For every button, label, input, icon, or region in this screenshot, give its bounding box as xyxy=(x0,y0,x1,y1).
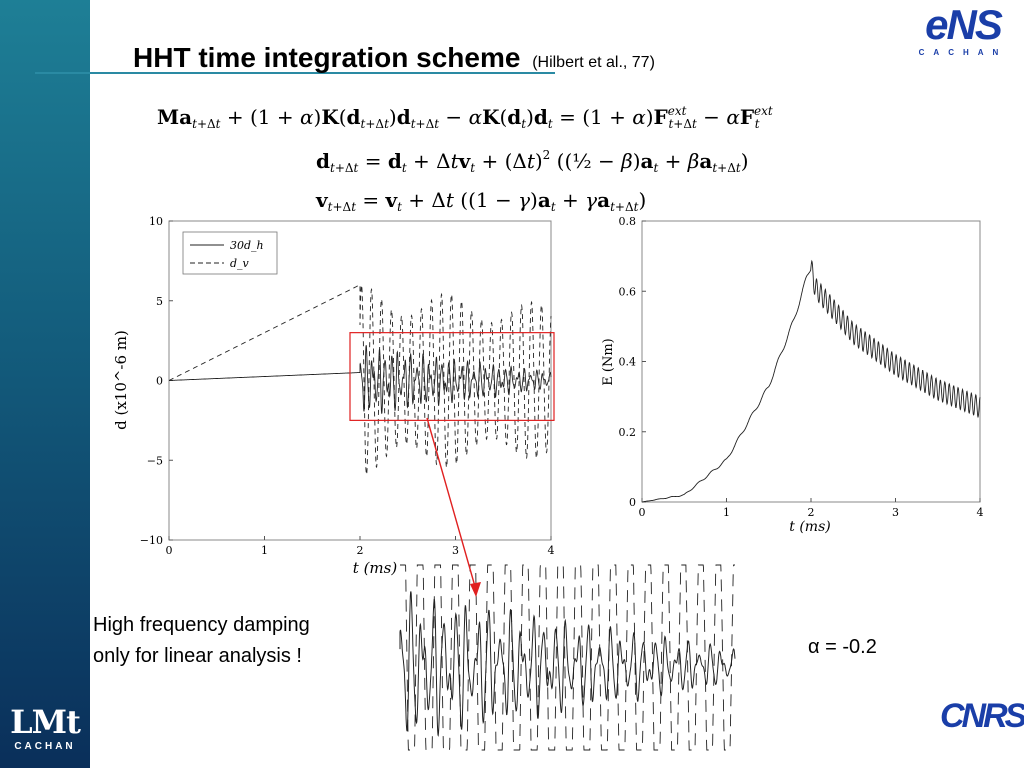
legend-dv-label: d_v xyxy=(230,257,250,270)
title-underline xyxy=(35,72,555,74)
equation-displacement: dt+Δt = dt + Δtvt + (Δt)2 ((½ − β)at + β… xyxy=(316,148,749,175)
displacement-xtick-label: 0 xyxy=(166,544,173,557)
inset-30dh-line xyxy=(399,591,736,737)
energy-xtick-label: 1 xyxy=(723,506,730,519)
displacement-ytick-label: −5 xyxy=(147,454,163,467)
lmt-cachan-logo: LMt CACHAN xyxy=(8,705,82,752)
equation-velocity: vt+Δt = vt + Δt ((1 − γ)at + γat+Δt) xyxy=(316,188,647,214)
displacement-ytick-label: 0 xyxy=(156,375,163,388)
energy-ticks: 0 1 2 3 4 0.8 0.6 0.4 0.2 0 xyxy=(619,215,984,519)
cnrs-logo-mark: CNRS xyxy=(940,697,1024,735)
energy-ytick-label: 0.6 xyxy=(619,285,637,298)
title-reference: (Hilbert et al., 77) xyxy=(532,54,655,71)
energy-xtick-label: 3 xyxy=(892,506,899,519)
title-text: HHT time integration scheme xyxy=(133,42,521,73)
energy-xtick-label: 0 xyxy=(639,506,646,519)
damping-note: High frequency damping only for linear a… xyxy=(93,610,310,672)
alpha-value: α = -0.2 xyxy=(808,636,877,658)
zoom-arrow-head xyxy=(470,582,481,597)
ens-logo-sub: CACHAN xyxy=(918,48,1008,57)
lmt-logo-sub: CACHAN xyxy=(14,741,76,752)
displacement-ytick-label: 10 xyxy=(149,215,163,228)
displacement-legend-box xyxy=(182,231,278,275)
displacement-xlabel: t (ms) xyxy=(353,559,398,577)
sidebar-band: LMt CACHAN xyxy=(0,0,90,768)
series-dv-line xyxy=(168,283,552,476)
displacement-xtick-label: 1 xyxy=(261,544,268,557)
energy-ytick-label: 0.2 xyxy=(619,426,637,439)
energy-chart: 0 1 2 3 4 0.8 0.6 0.4 0.2 0 t (ms) E (Nm) xyxy=(601,215,984,535)
energy-ytick-label: 0.4 xyxy=(619,356,637,369)
displacement-ytick-label: −10 xyxy=(140,534,163,547)
ens-cachan-logo: eNS CACHAN xyxy=(902,2,1024,62)
legend-30dh-label: 30d_h xyxy=(230,239,264,252)
zoom-inset xyxy=(399,564,736,751)
series-30dh-line xyxy=(169,345,552,414)
cnrs-logo: CNRS xyxy=(940,690,1024,750)
displacement-chart: 0 1 2 3 4 10 5 0 −5 −10 t (ms) d (x10^-6 m) 30d_h… xyxy=(112,215,555,577)
series-energy-line xyxy=(642,259,981,503)
energy-ylabel: E (Nm) xyxy=(601,338,616,385)
damping-note-line1: High frequency damping xyxy=(93,614,310,636)
slide-title: HHT time integration scheme (Hilbert et … xyxy=(133,42,655,74)
energy-ytick-label: 0 xyxy=(629,496,636,509)
displacement-ylabel: d (x10^-6 m) xyxy=(112,330,130,430)
zoom-highlight-box xyxy=(349,332,555,421)
displacement-xtick-label: 2 xyxy=(357,544,364,557)
displacement-ytick-label: 5 xyxy=(156,295,163,308)
inset-dv-line xyxy=(400,564,735,751)
displacement-xtick-label: 4 xyxy=(548,544,555,557)
energy-xtick-label: 4 xyxy=(977,506,984,519)
ens-logo-mark: eNS xyxy=(925,1,1003,48)
displacement-xtick-label: 3 xyxy=(452,544,459,557)
energy-ytick-label: 0.8 xyxy=(619,215,637,228)
energy-xlabel: t (ms) xyxy=(789,519,830,535)
energy-xtick-label: 2 xyxy=(808,506,815,519)
zoom-arrow-line xyxy=(426,417,477,591)
lmt-logo-mark: LMt xyxy=(10,703,81,741)
equation-motion: Mat+Δt + (1 + α)K(dt+Δt)dt+Δt − αK(dt)dt… xyxy=(157,104,773,131)
damping-note-line2: only for linear analysis ! xyxy=(93,645,302,667)
